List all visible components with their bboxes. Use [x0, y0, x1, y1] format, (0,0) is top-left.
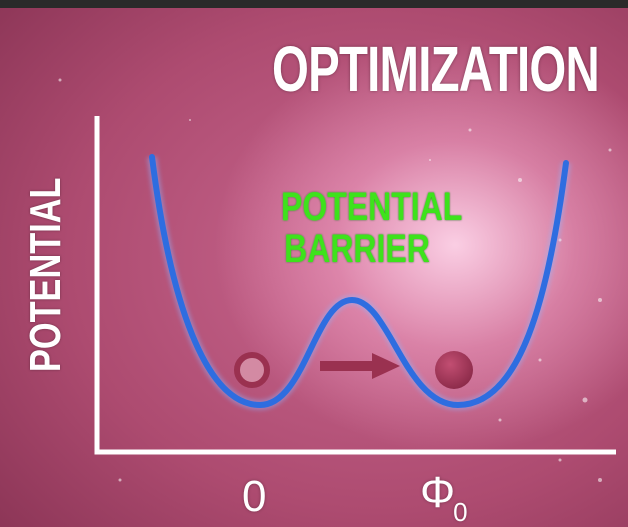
potential-curve [149, 154, 569, 409]
sparkles [58, 78, 612, 482]
start-ball-icon [234, 352, 270, 388]
axes [94, 116, 616, 455]
x-tick-phi-subscript: 0 [453, 497, 468, 527]
y-axis-label: POTENTIAL [21, 177, 70, 372]
barrier-label-line1: POTENTIAL [281, 185, 463, 229]
barrier-label-line2: BARRIER [284, 227, 430, 271]
end-ball-icon [435, 351, 473, 389]
x-tick-zero: 0 [242, 472, 267, 521]
x-tick-phi-symbol: Φ [420, 468, 456, 517]
top-bar [0, 0, 628, 8]
x-tick-phi: Φ0 [420, 468, 468, 527]
move-arrow-icon [320, 353, 400, 379]
barrier-label: POTENTIAL BARRIER [281, 185, 463, 271]
page-title: OPTIMIZATION [272, 33, 600, 105]
